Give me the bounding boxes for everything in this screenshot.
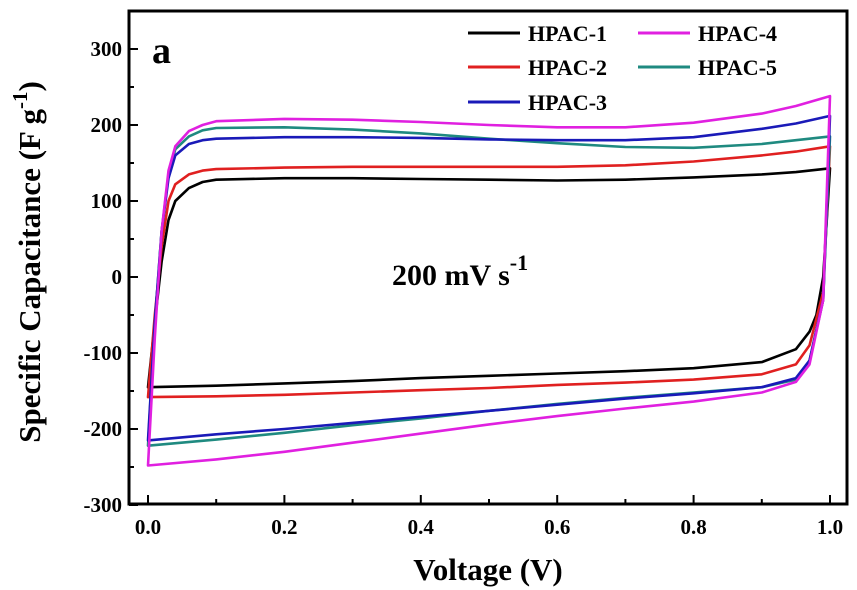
y-tick-label: 100 [91,189,123,213]
legend-label-hpac-2: HPAC-2 [528,55,607,80]
plot-frame [127,9,849,506]
legend-label-hpac-4: HPAC-4 [698,21,777,46]
x-tick-label: 0.8 [680,515,706,539]
ticks-layer: 0.0 0.2 0.4 0.6 0.8 1.0 -300 -200 -100 0 100 200 300 [84,37,844,539]
panel-label: a [152,30,171,72]
y-tick-label: -200 [84,417,123,441]
series-hpac-3-curve [146,114,832,442]
y-axis-title-close: ) [12,81,47,91]
y-axis-title-sup: -1 [8,92,32,110]
x-tick-label: 1.0 [817,515,843,539]
y-axis-title: Specific Capacitance (F g-1) [8,81,47,443]
x-tick-label: 0.4 [408,515,435,539]
curves-layer [146,94,832,467]
legend-label-hpac-1: HPAC-1 [528,21,607,46]
legend: HPAC-1 HPAC-2 HPAC-3 HPAC-4 HPAC-5 [468,21,777,115]
y-tick-label: -100 [84,341,123,365]
series-hpac-4-curve [146,94,832,467]
x-axis-title: Voltage (V) [413,552,563,587]
y-tick-label: -300 [84,493,123,517]
y-tick-label: 200 [91,113,123,137]
annotation-main: 200 mV s [392,259,510,292]
legend-label-hpac-5: HPAC-5 [698,55,777,80]
series-hpac-1-curve [146,167,832,389]
series-hpac-2-curve [146,145,832,399]
annotation-sup: -1 [510,250,528,275]
y-tick-label: 0 [112,265,123,289]
legend-label-hpac-3: HPAC-3 [528,90,607,115]
y-tick-label: 300 [91,37,123,61]
x-tick-label: 0.6 [544,515,570,539]
y-axis-title-main: Specific Capacitance (F g [12,109,47,443]
annotation-scan-rate: 200 mV s-1 [392,250,528,292]
x-tick-label: 0.0 [135,515,161,539]
x-tick-label: 0.2 [271,515,297,539]
